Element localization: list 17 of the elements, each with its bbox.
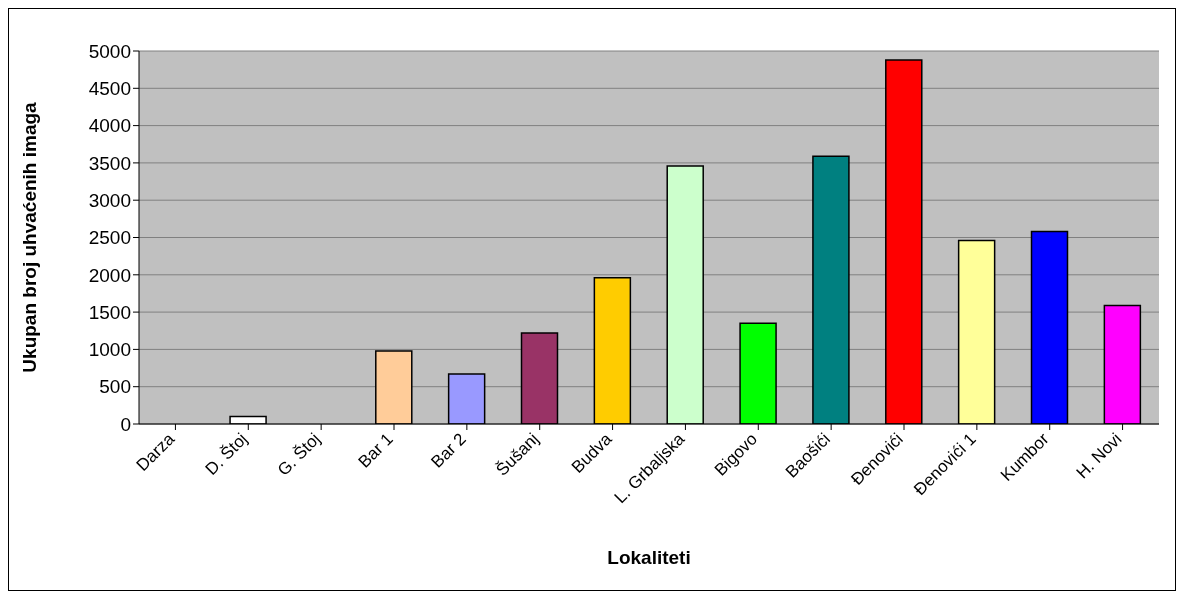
y-tick-label: 1500 (88, 301, 131, 323)
y-tick-label: 500 (99, 376, 131, 398)
y-tick-label: 2500 (88, 227, 131, 249)
y-tick-label: 1000 (88, 339, 131, 361)
y-tick-label: 0 (120, 413, 131, 435)
y-tick-label: 2000 (88, 264, 131, 286)
y-tick-label: 4000 (88, 115, 131, 137)
x-tick-label: G. Štoj (273, 429, 324, 480)
y-tick-label: 4500 (88, 78, 131, 100)
x-tick-label: Bar 1 (354, 429, 397, 472)
x-tick-label: Bar 2 (427, 429, 470, 472)
y-tick-label: 3500 (88, 152, 131, 174)
x-axis-title: Lokaliteti (607, 547, 691, 568)
y-tick-label: 5000 (88, 40, 131, 62)
y-tick-label: 3000 (88, 189, 131, 211)
y-axis-title: Ukupan broj uhvaćenih imaga (18, 101, 40, 373)
x-tick-label: D. Štoj (201, 429, 252, 479)
